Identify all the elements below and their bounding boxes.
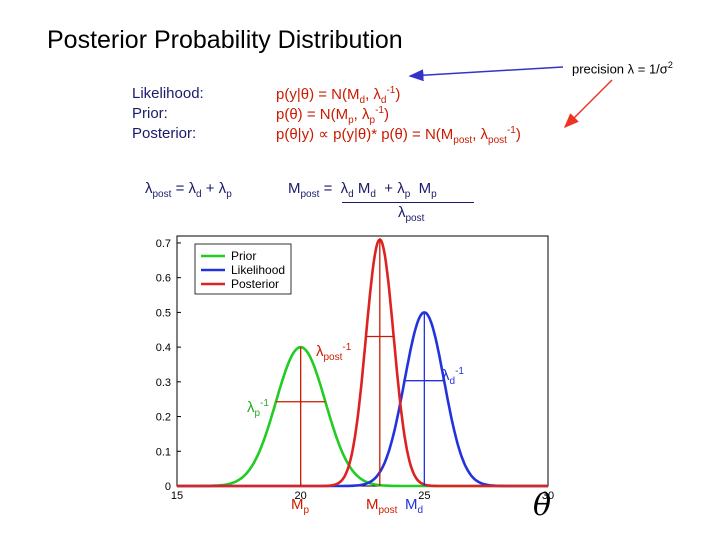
lambda-d-annotation: λd-1 xyxy=(442,366,464,387)
x-tick-label: 15 xyxy=(171,490,183,500)
series-line-likelihood xyxy=(177,311,548,488)
y-tick-label: 0.1 xyxy=(156,446,171,458)
y-tick-label: 0.3 xyxy=(156,377,171,389)
m-d-label: Md xyxy=(405,496,424,516)
m-post-denominator: λpost xyxy=(398,204,425,224)
prior-formula: p(θ) = N(Mp, λp-1) xyxy=(276,105,389,126)
y-tick-label: 0.4 xyxy=(156,342,171,354)
fraction-bar xyxy=(342,202,474,203)
legend-label-posterior: Posterior xyxy=(231,277,279,291)
x-tick-label: 20 xyxy=(295,490,307,500)
lambda-post-equation: λpost = λd + λp xyxy=(145,180,232,200)
x-tick-label: 30 xyxy=(542,490,554,500)
posterior-label: Posterior: xyxy=(132,125,197,142)
precision-note: precision λ = 1/σ2 xyxy=(572,60,673,77)
posterior-chart: 0 0.1 0.2 0.3 0.4 0.5 0.6 0.7 15 20 25 30 Prior Like… xyxy=(133,226,565,500)
y-tick-label: 0.2 xyxy=(156,412,171,424)
m-post-equation: Mpost = λd Md + λp Mp xyxy=(288,180,437,200)
y-tick-label: 0.5 xyxy=(156,307,171,319)
likelihood-formula: p(y|θ) = N(Md, λd-1) xyxy=(276,85,401,106)
chart-svg: 0 0.1 0.2 0.3 0.4 0.5 0.6 0.7 15 20 25 30 PriorLike… xyxy=(156,235,554,500)
prior-label: Prior: xyxy=(132,105,168,122)
lambda-p-annotation: λp-1 xyxy=(247,398,269,419)
y-tick-label: 0.7 xyxy=(156,238,171,250)
slide-title: Posterior Probability Distribution xyxy=(47,26,403,54)
series-line-posterior xyxy=(177,237,548,488)
blue-arrow xyxy=(408,66,564,82)
m-p-label: Mp xyxy=(291,496,310,516)
posterior-formula: p(θ|y) ∝ p(y|θ)* p(θ) = N(Mpost, λpost-1… xyxy=(276,125,521,146)
legend-label-prior: Prior xyxy=(231,249,256,263)
y-tick-label: 0 xyxy=(165,481,171,493)
legend-label-likelihood: Likelihood xyxy=(231,263,285,277)
lambda-post-annotation: λpost-1 xyxy=(316,342,352,363)
theta-axis-symbol: θ xyxy=(533,488,552,523)
red-arrow xyxy=(563,79,613,129)
m-post-label: Mpost xyxy=(366,496,398,516)
likelihood-label: Likelihood: xyxy=(132,85,204,102)
x-tick-label: 25 xyxy=(418,490,430,500)
y-tick-label: 0.6 xyxy=(156,273,171,285)
